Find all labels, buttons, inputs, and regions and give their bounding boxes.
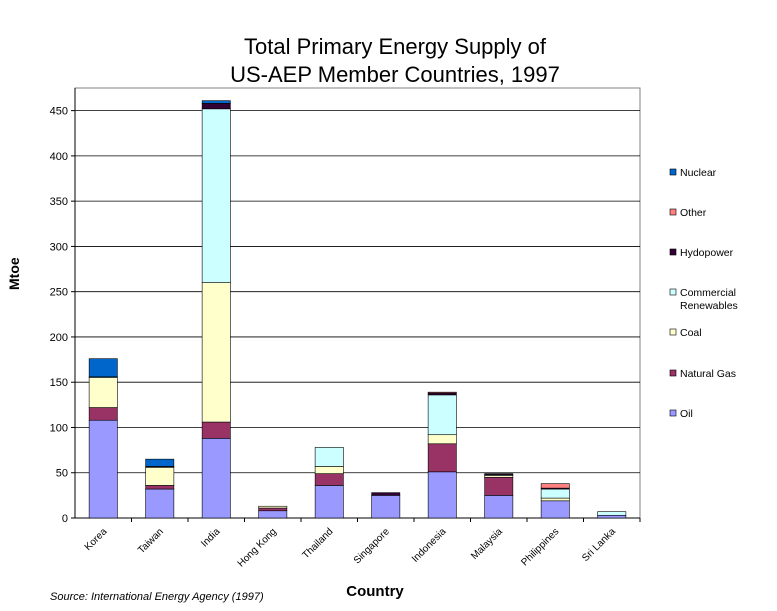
bar-segment: [484, 495, 514, 519]
legend-label: Coal: [680, 327, 702, 339]
bar-segment: [88, 419, 118, 519]
bar-segment: [88, 377, 118, 408]
legend-label: Commercial: [680, 287, 736, 299]
y-tick-label: 50: [56, 468, 68, 480]
bar-segment: [201, 421, 231, 439]
legend-label: Renewables: [680, 300, 738, 312]
legend-swatch: [669, 369, 677, 377]
bar-segment: [201, 108, 231, 283]
chart-title-line-1: Total Primary Energy Supply of: [243, 34, 547, 59]
legend-swatch: [669, 168, 677, 176]
bar-segment: [314, 466, 344, 474]
legend-swatch: [669, 328, 677, 336]
chart-title-line-2: US-AEP Member Countries, 1997: [230, 62, 560, 87]
source-note: Source: International Energy Agency (199…: [50, 591, 264, 603]
bar-segment: [427, 443, 457, 473]
x-tick-label: Hong Kong: [236, 526, 279, 569]
bar-segment: [258, 507, 288, 512]
y-tick-label: 350: [50, 196, 68, 208]
x-tick-label: Indonesia: [410, 526, 449, 565]
bar-segment: [314, 473, 344, 486]
bar-segment: [540, 497, 570, 502]
bar-segment: [201, 282, 231, 423]
bar-segment: [371, 495, 401, 519]
bar-segment: [427, 434, 457, 445]
bar-segment: [88, 407, 118, 421]
legend-label: Nuclear: [680, 167, 717, 179]
bar-segment: [145, 488, 175, 519]
bar-segment: [484, 473, 514, 475]
y-tick-label: 400: [50, 151, 68, 163]
legend-swatch: [669, 248, 677, 256]
legend-label: Oil: [680, 408, 693, 420]
bar-segment: [540, 483, 570, 489]
bar-segment: [427, 391, 457, 394]
x-tick-label: India: [199, 526, 222, 549]
x-tick-label: Taiwan: [136, 526, 166, 556]
x-axis-label: Country: [346, 583, 404, 600]
bar-segment: [201, 438, 231, 519]
y-tick-label: 0: [62, 513, 68, 525]
bar-segment: [314, 485, 344, 519]
x-tick-label: Thailand: [300, 526, 335, 561]
plot-area: [74, 87, 641, 519]
y-axis-label: Mtoe: [6, 257, 22, 290]
bar-segment: [540, 500, 570, 519]
x-tick-label: Philippines: [519, 526, 561, 568]
legend-label: Hydopower: [680, 247, 734, 259]
x-tick-label: Singapore: [352, 526, 392, 566]
bar-segment: [88, 358, 118, 378]
legend-swatch: [669, 409, 677, 417]
legend-swatch: [669, 288, 677, 296]
bar-segment: [258, 510, 288, 519]
y-tick-label: 150: [50, 377, 68, 389]
bar-segment: [314, 447, 344, 467]
bar-segment: [484, 476, 514, 496]
legend-swatch: [669, 208, 677, 216]
y-tick-label: 250: [50, 287, 68, 299]
bar-segment: [427, 394, 457, 436]
y-tick-label: 450: [50, 106, 68, 118]
bar-segment: [145, 467, 175, 486]
bar-segment: [597, 514, 627, 519]
bar-segment: [371, 492, 401, 496]
bar-segment: [145, 485, 175, 490]
legend-label: Natural Gas: [680, 368, 736, 380]
y-tick-label: 200: [50, 332, 68, 344]
bar-segment: [540, 488, 570, 499]
y-tick-label: 300: [50, 241, 68, 253]
bar-segment: [597, 511, 627, 516]
bar-segment: [258, 505, 288, 509]
y-tick-label: 100: [50, 422, 68, 434]
bar-segment: [427, 471, 457, 519]
bar-segment: [201, 100, 231, 104]
bar-segment: [201, 103, 231, 110]
bar-segment: [145, 458, 175, 467]
x-tick-label: Sri Lanka: [580, 526, 618, 564]
x-tick-label: Malaysia: [469, 526, 505, 562]
legend-label: Other: [680, 207, 707, 219]
x-tick-label: Korea: [83, 526, 110, 553]
